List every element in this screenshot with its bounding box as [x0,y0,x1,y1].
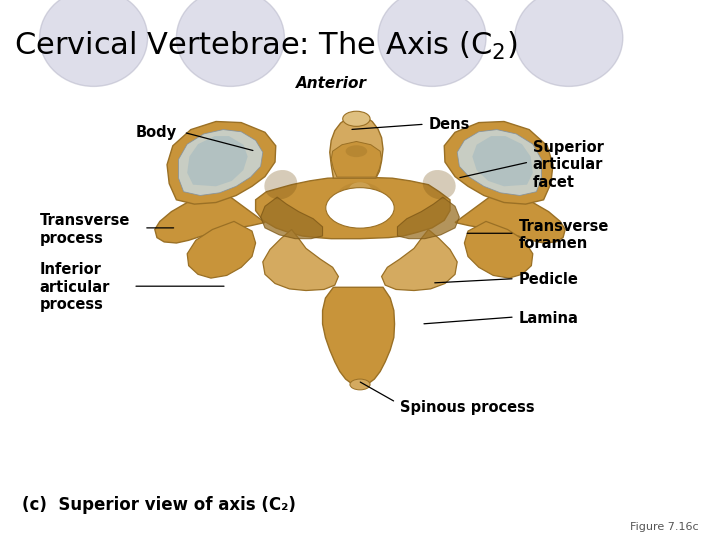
Ellipse shape [343,111,370,126]
Polygon shape [167,122,276,204]
Text: Dens: Dens [428,117,469,132]
Polygon shape [382,230,457,291]
Polygon shape [397,197,459,239]
Ellipse shape [337,183,384,212]
Polygon shape [323,287,395,387]
Polygon shape [455,192,565,243]
Text: Anterior: Anterior [296,76,366,91]
Text: Transverse
process: Transverse process [40,213,130,246]
Text: Body: Body [135,125,176,140]
Ellipse shape [423,170,456,199]
Polygon shape [263,230,338,291]
Polygon shape [457,130,541,195]
Polygon shape [256,177,450,239]
Polygon shape [179,130,263,195]
Text: Spinous process: Spinous process [400,400,534,415]
Text: Pedicle: Pedicle [518,272,578,287]
Polygon shape [444,122,553,204]
Polygon shape [261,197,323,239]
Ellipse shape [350,379,370,390]
Polygon shape [472,136,533,186]
Polygon shape [155,192,265,243]
Ellipse shape [346,145,367,157]
Ellipse shape [40,0,148,86]
Polygon shape [330,114,383,178]
Text: Cervical Vertebrae: The Axis (C$_2$): Cervical Vertebrae: The Axis (C$_2$) [14,30,518,62]
Polygon shape [187,221,256,278]
Text: Figure 7.16c: Figure 7.16c [630,522,698,532]
Ellipse shape [515,0,623,86]
Ellipse shape [378,0,486,86]
Text: Superior
articular
facet: Superior articular facet [533,140,603,190]
Ellipse shape [176,0,284,86]
Text: Inferior
articular
process: Inferior articular process [40,262,110,312]
Ellipse shape [349,183,371,195]
Ellipse shape [264,170,297,199]
Polygon shape [187,136,248,186]
Text: Lamina: Lamina [518,311,578,326]
Text: Transverse
foramen: Transverse foramen [518,219,609,251]
Polygon shape [464,221,533,278]
Text: (c)  Superior view of axis (C₂): (c) Superior view of axis (C₂) [22,496,295,514]
Polygon shape [331,141,382,177]
Ellipse shape [325,187,395,228]
